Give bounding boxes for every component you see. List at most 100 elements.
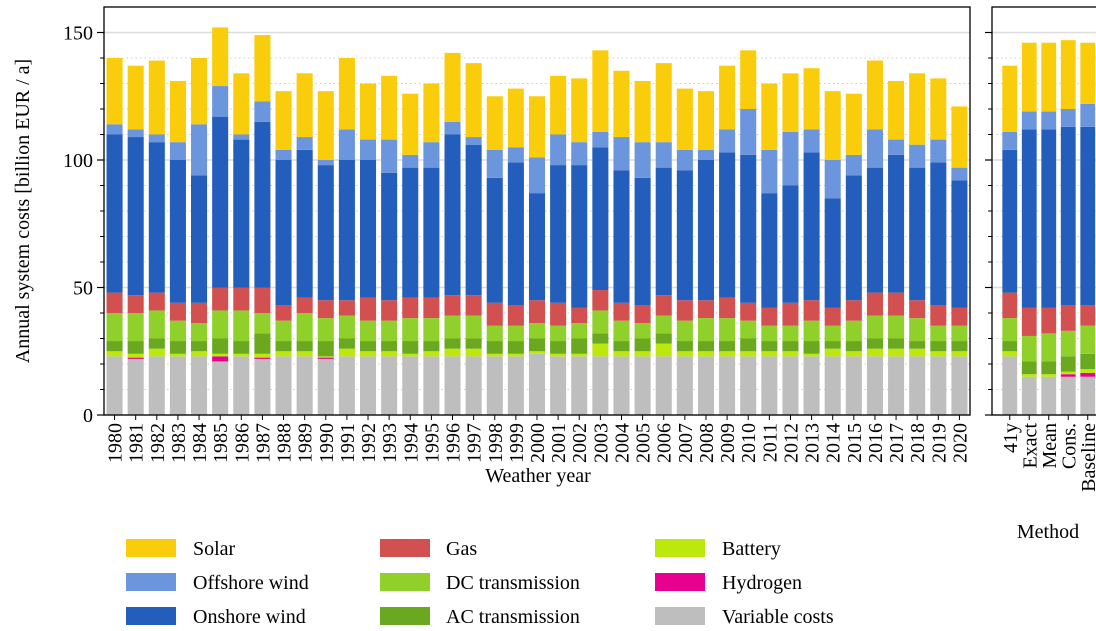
bar-segment bbox=[317, 341, 334, 357]
bar-segment bbox=[359, 160, 377, 298]
bar-segment bbox=[296, 356, 313, 415]
bar-segment bbox=[803, 353, 820, 357]
x-tick-label: 1997 bbox=[464, 423, 486, 463]
bar-segment bbox=[719, 297, 736, 319]
bar-segment bbox=[655, 295, 672, 316]
legend-label: Offshore wind bbox=[193, 572, 309, 594]
bar-segment bbox=[740, 50, 757, 109]
bar-segment bbox=[381, 172, 398, 301]
bar-segment bbox=[1041, 333, 1057, 362]
bar-segment bbox=[550, 341, 567, 354]
bar-segment bbox=[317, 356, 334, 358]
bar-segment bbox=[550, 325, 567, 342]
bar-segment bbox=[803, 300, 820, 321]
bar-segment bbox=[761, 325, 778, 342]
bar-segment bbox=[613, 302, 630, 321]
x-tick-label: 2020 bbox=[949, 423, 971, 463]
bar-segment bbox=[676, 88, 693, 150]
x-tick-label: 1987 bbox=[252, 423, 274, 463]
bar-segment bbox=[106, 134, 123, 293]
bar-segment bbox=[296, 351, 313, 357]
bar-segment bbox=[191, 58, 208, 125]
x-tick-label: 2018 bbox=[907, 423, 929, 463]
bar-segment bbox=[1041, 111, 1057, 130]
x-tick-label: 2019 bbox=[928, 423, 950, 463]
bar-segment bbox=[719, 356, 736, 415]
x-tick-label: 2010 bbox=[738, 423, 760, 463]
bar-segment bbox=[571, 165, 588, 308]
x-tick-label: 1983 bbox=[168, 423, 190, 463]
legend-label: Battery bbox=[722, 538, 781, 560]
bar-segment bbox=[888, 315, 905, 339]
x-tick-label: Mean bbox=[1039, 423, 1061, 469]
bar-segment bbox=[866, 167, 883, 293]
bar-segment bbox=[317, 165, 334, 301]
bar-segment bbox=[148, 356, 165, 415]
bar-segment bbox=[761, 356, 778, 415]
bar-segment bbox=[888, 338, 905, 349]
bar-segment bbox=[444, 348, 461, 357]
legend-swatch bbox=[126, 539, 176, 557]
bar-segment bbox=[782, 185, 799, 303]
bar-segment bbox=[655, 63, 672, 143]
bar-segment bbox=[423, 297, 440, 319]
x-tick-label: 1980 bbox=[105, 423, 127, 463]
x-tick-label: 2014 bbox=[823, 423, 845, 463]
bar-segment bbox=[1002, 292, 1018, 319]
legend-swatch bbox=[126, 607, 176, 625]
bar-segment bbox=[571, 307, 588, 324]
bar-segment bbox=[169, 320, 186, 342]
bar-segment bbox=[909, 341, 926, 349]
bar-segment bbox=[697, 91, 715, 150]
bar-segment bbox=[528, 96, 546, 158]
bar-segment bbox=[1060, 371, 1076, 375]
x-tick-label: 1981 bbox=[126, 423, 148, 463]
bar-segment bbox=[423, 83, 440, 143]
bar-segment bbox=[761, 351, 778, 357]
bar-segment bbox=[866, 315, 883, 339]
x-tick-label: 2003 bbox=[590, 423, 612, 463]
bar-segment bbox=[951, 351, 968, 357]
bar-segment bbox=[127, 137, 144, 296]
bar-segment bbox=[465, 356, 482, 415]
bar-segment bbox=[1021, 335, 1037, 362]
bar-segment bbox=[275, 149, 292, 160]
plot-frame bbox=[103, 6, 971, 416]
bar-segment bbox=[740, 109, 757, 155]
bar-segment bbox=[402, 154, 419, 168]
bar-segment bbox=[444, 121, 461, 135]
bar-segment bbox=[233, 353, 250, 357]
bar-segment bbox=[233, 287, 250, 311]
bar-segment bbox=[1080, 372, 1096, 377]
bar-segment bbox=[486, 302, 503, 326]
bar-segment bbox=[254, 357, 271, 359]
bar-segment bbox=[782, 73, 799, 132]
bar-segment bbox=[338, 300, 355, 316]
bar-segment bbox=[866, 356, 883, 415]
bar-segment bbox=[782, 325, 799, 342]
bar-segment bbox=[423, 341, 440, 352]
bar-segment bbox=[845, 300, 862, 321]
legend-label: DC transmission bbox=[446, 572, 580, 594]
bar-segment bbox=[866, 292, 883, 316]
bar-segment bbox=[845, 93, 862, 155]
bar-segment bbox=[402, 356, 419, 415]
x-tick-label: 1988 bbox=[274, 423, 296, 463]
bar-segment bbox=[1060, 305, 1076, 331]
bar-segment bbox=[697, 341, 715, 352]
bar-segment bbox=[1041, 361, 1057, 375]
x-axis-label: Weather year bbox=[485, 465, 591, 487]
bar-segment bbox=[634, 305, 651, 324]
bar-segment bbox=[803, 341, 820, 354]
bar-segment bbox=[296, 137, 313, 150]
bar-segment bbox=[719, 341, 736, 352]
bar-segment bbox=[740, 302, 757, 321]
bar-segment bbox=[275, 320, 292, 342]
bar-segment bbox=[824, 198, 841, 308]
legend-swatch bbox=[655, 573, 705, 591]
bar-segment bbox=[233, 139, 250, 288]
bar-segment bbox=[127, 129, 144, 138]
bar-segment bbox=[317, 318, 334, 342]
bar-segment bbox=[909, 318, 926, 342]
